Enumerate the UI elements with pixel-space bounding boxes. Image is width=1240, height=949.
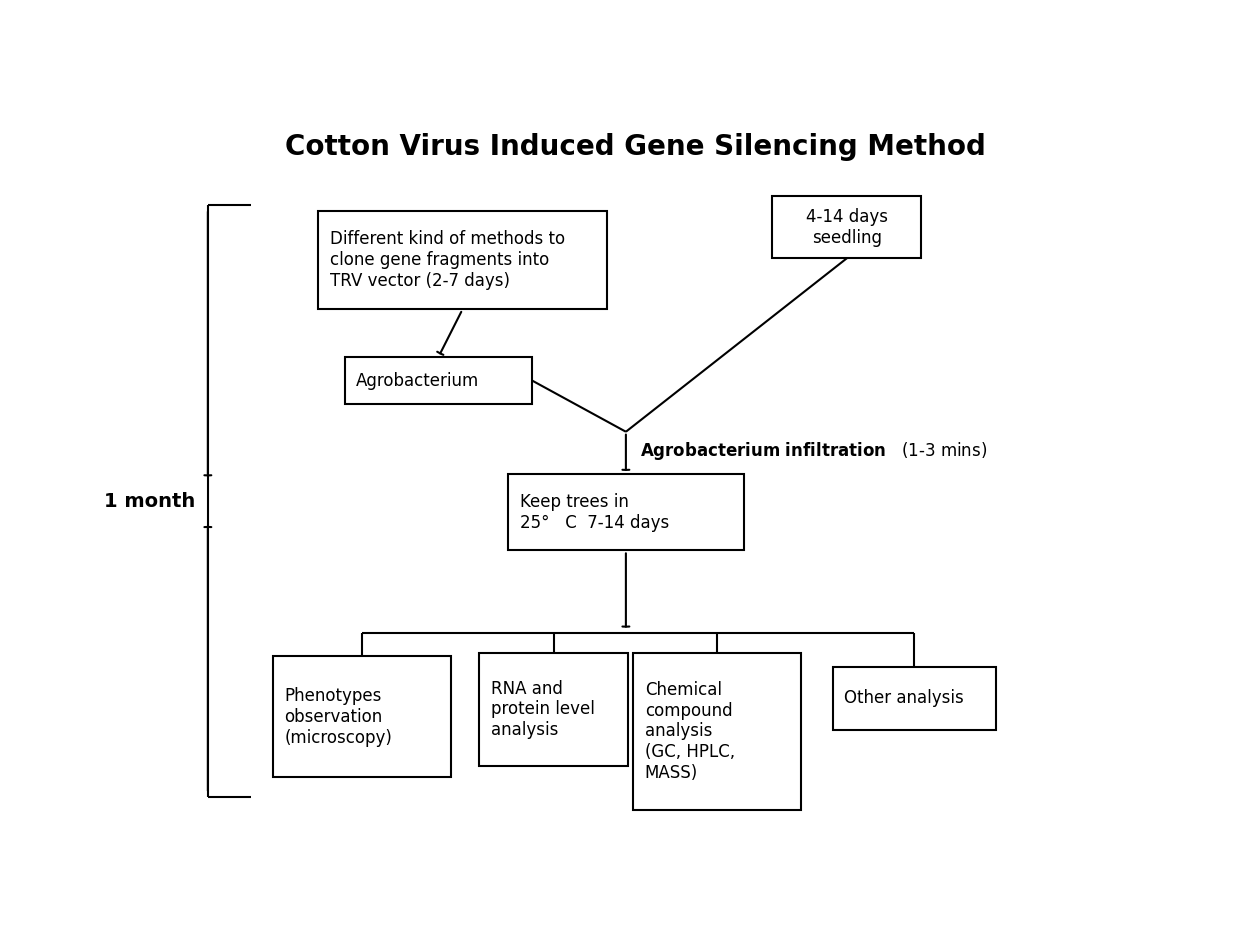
FancyBboxPatch shape	[319, 211, 606, 309]
Text: Other analysis: Other analysis	[844, 690, 963, 707]
Text: Different kind of methods to
clone gene fragments into
TRV vector (2-7 days): Different kind of methods to clone gene …	[330, 231, 565, 289]
Text: RNA and
protein level
analysis: RNA and protein level analysis	[491, 679, 595, 739]
Text: 1 month: 1 month	[104, 492, 196, 511]
Text: Phenotypes
observation
(microscopy): Phenotypes observation (microscopy)	[284, 687, 392, 747]
Text: Chemical
compound
analysis
(GC, HPLC,
MASS): Chemical compound analysis (GC, HPLC, MA…	[645, 680, 735, 782]
Text: 4-14 days
seedling: 4-14 days seedling	[806, 208, 888, 247]
FancyBboxPatch shape	[634, 653, 801, 809]
FancyBboxPatch shape	[508, 474, 744, 550]
FancyBboxPatch shape	[273, 657, 450, 777]
Text: $\bf{Agrobacterium}$ $\bf{infiltration}$   (1-3 mins): $\bf{Agrobacterium}$ $\bf{infiltration}$…	[640, 440, 987, 462]
Text: Keep trees in
25°   C  7-14 days: Keep trees in 25° C 7-14 days	[520, 493, 668, 531]
Text: Cotton Virus Induced Gene Silencing Method: Cotton Virus Induced Gene Silencing Meth…	[285, 133, 986, 160]
FancyBboxPatch shape	[832, 667, 996, 730]
FancyBboxPatch shape	[773, 196, 921, 258]
FancyBboxPatch shape	[345, 357, 532, 404]
FancyBboxPatch shape	[480, 653, 629, 766]
Text: Agrobacterium: Agrobacterium	[356, 372, 480, 390]
